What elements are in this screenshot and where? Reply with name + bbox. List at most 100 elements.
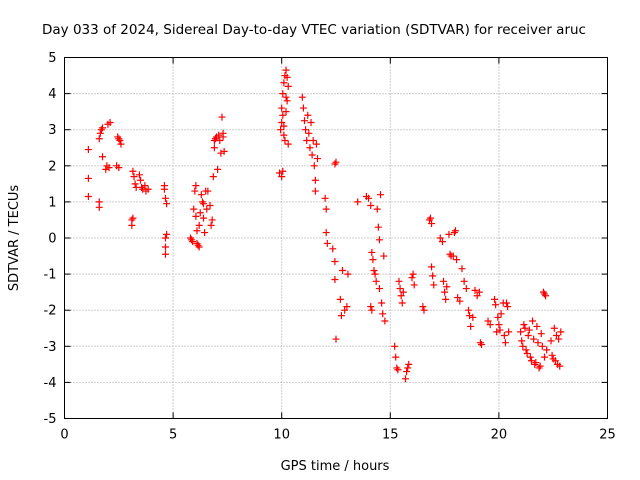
data-point: [278, 104, 286, 112]
y-tick-label: 0: [48, 232, 56, 247]
y-tick-label: -3: [44, 340, 57, 355]
data-point: [207, 221, 215, 229]
data-point: [408, 274, 416, 282]
data-point: [84, 146, 92, 154]
data-point: [128, 216, 136, 224]
data-point: [95, 135, 103, 143]
y-tick-label: -4: [44, 376, 57, 391]
data-point: [538, 342, 546, 350]
data-point: [332, 335, 340, 343]
data-point: [305, 129, 313, 137]
axis-ticks: 0 5 10 15 20 25 -5 -4 -3 -2 -1 0 1 2 3 4 5: [44, 51, 616, 443]
data-point: [135, 171, 143, 179]
data-point: [279, 167, 287, 175]
data-point: [555, 335, 563, 343]
data-point: [329, 245, 337, 253]
data-point: [197, 191, 205, 199]
data-point: [368, 306, 376, 314]
data-point: [283, 97, 291, 105]
data-point: [341, 306, 349, 314]
data-point: [369, 256, 377, 264]
data-point: [410, 281, 418, 289]
data-point: [215, 131, 223, 139]
y-tick-label: 3: [48, 123, 56, 138]
data-point: [281, 137, 289, 145]
data-point: [188, 236, 196, 244]
data-point: [214, 165, 222, 173]
y-tick-label: -2: [44, 304, 57, 319]
data-point: [84, 192, 92, 200]
x-tick-label: 20: [491, 428, 508, 443]
data-point: [473, 292, 481, 300]
data-point: [130, 173, 138, 181]
data-point: [548, 351, 556, 359]
data-point: [314, 155, 322, 163]
data-point: [534, 339, 542, 347]
data-point: [530, 335, 538, 343]
data-point: [395, 277, 403, 285]
data-point: [84, 174, 92, 182]
data-point: [520, 321, 528, 329]
data-point: [331, 160, 339, 168]
data-point: [531, 360, 539, 368]
data-point: [378, 299, 386, 307]
data-point: [469, 313, 477, 321]
data-point: [217, 149, 225, 157]
data-point: [380, 252, 388, 260]
data-point: [371, 270, 379, 278]
x-tick-label: 5: [169, 428, 177, 443]
data-point: [102, 165, 110, 173]
data-point: [216, 137, 224, 145]
data-point: [426, 214, 434, 222]
data-point: [497, 310, 505, 318]
data-point: [543, 346, 551, 354]
x-tick-label: 0: [60, 428, 68, 443]
data-point: [492, 301, 500, 309]
data-point: [160, 185, 168, 193]
data-point: [533, 322, 541, 330]
data-point: [204, 187, 212, 195]
data-point: [298, 93, 306, 101]
data-point: [449, 252, 457, 260]
data-point: [280, 79, 288, 87]
data-point: [443, 283, 451, 291]
data-point: [440, 277, 448, 285]
data-point: [551, 357, 559, 365]
data-point: [137, 176, 145, 184]
data-point: [419, 303, 427, 311]
data-point: [304, 111, 312, 119]
data-point: [392, 353, 400, 361]
data-point: [106, 118, 114, 126]
data-point: [523, 350, 531, 358]
data-point: [219, 133, 227, 141]
data-point: [282, 93, 290, 101]
data-point: [343, 303, 351, 311]
data-point: [311, 176, 319, 184]
data-point: [478, 340, 486, 348]
data-point: [524, 331, 532, 339]
data-point: [331, 276, 339, 284]
data-point: [322, 229, 330, 237]
data-point: [436, 234, 444, 242]
data-point: [163, 200, 171, 208]
data-point: [311, 187, 319, 195]
data-point: [117, 140, 125, 148]
data-point: [466, 312, 474, 320]
data-point: [547, 337, 555, 345]
data-point: [321, 194, 329, 202]
data-point: [138, 183, 146, 191]
data-point: [394, 366, 402, 374]
data-point: [522, 346, 530, 354]
data-point: [429, 272, 437, 280]
data-point: [460, 277, 468, 285]
data-point: [193, 227, 201, 235]
data-point: [203, 205, 211, 213]
data-point: [393, 364, 401, 372]
data-point: [331, 257, 339, 265]
data-point: [192, 182, 200, 190]
data-point: [428, 220, 436, 228]
data-point: [501, 339, 509, 347]
data-point: [430, 281, 438, 289]
data-point: [372, 277, 380, 285]
data-point: [491, 295, 499, 303]
